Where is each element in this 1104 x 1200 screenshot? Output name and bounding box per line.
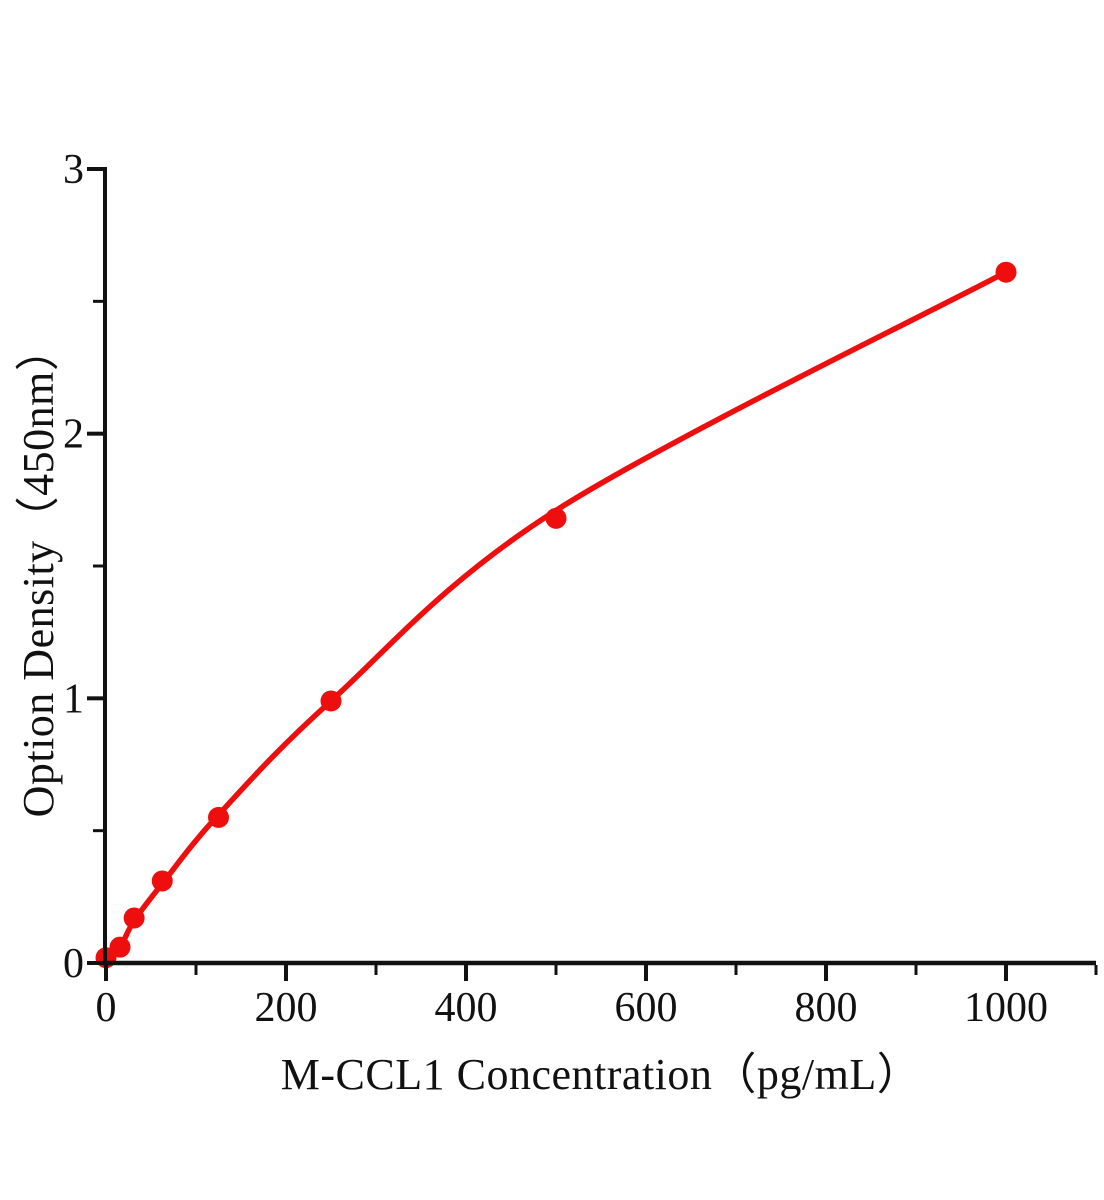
data-point-marker xyxy=(123,907,145,929)
data-point-marker xyxy=(545,507,567,529)
x-axis-tick-label: 400 xyxy=(435,985,498,1031)
y-axis-title: Option Density（450nm） xyxy=(14,326,63,818)
data-point-marker xyxy=(151,870,173,892)
x-axis-tick-label: 600 xyxy=(615,985,678,1031)
y-axis-tick-label: 3 xyxy=(63,147,84,193)
standard-curve-line xyxy=(103,269,1009,964)
data-point-marker xyxy=(320,690,342,712)
x-axis-tick-label: 0 xyxy=(96,985,117,1031)
y-axis-tick-label: 2 xyxy=(63,412,84,458)
x-axis-title: M-CCL1 Concentration（pg/mL） xyxy=(280,1050,922,1099)
y-axis-tick-label: 1 xyxy=(63,676,84,722)
data-point-marker xyxy=(208,806,229,828)
data-point-marker xyxy=(995,261,1017,283)
x-axis-tick-label: 200 xyxy=(255,985,318,1031)
x-axis-tick-label: 1000 xyxy=(964,985,1048,1031)
data-point-marker xyxy=(109,936,131,958)
x-axis-tick-label: 800 xyxy=(795,985,858,1031)
y-axis-tick-label: 0 xyxy=(63,941,84,987)
